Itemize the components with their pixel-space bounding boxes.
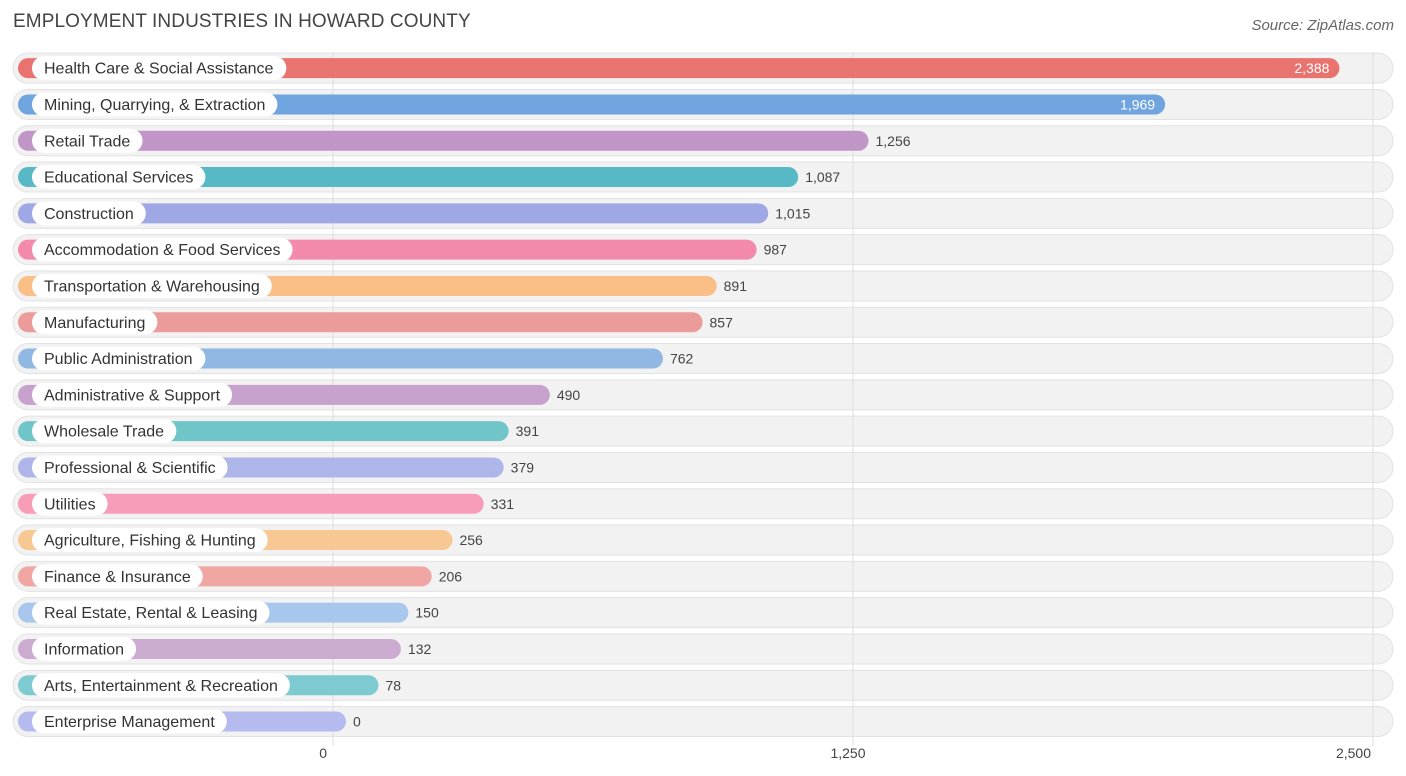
category-label: Agriculture, Fishing & Hunting: [44, 533, 256, 550]
value-label: 0: [353, 714, 361, 730]
category-label: Enterprise Management: [44, 714, 215, 731]
bar-row: Educational Services 1,087: [18, 165, 840, 190]
category-label: Wholesale Trade: [44, 424, 164, 441]
bar: [18, 167, 799, 188]
bar-label-pill: [32, 273, 272, 298]
category-label: Professional & Scientific: [44, 460, 216, 477]
bar-label-pill: [32, 237, 293, 262]
value-label: 331: [491, 496, 515, 512]
category-label: Information: [44, 641, 124, 658]
bar-row: Arts, Entertainment & Recreation 78: [18, 673, 401, 698]
bar-row: Finance & Insurance 206: [18, 564, 463, 589]
bar-label-pill: [32, 528, 268, 553]
value-label: 1,969: [1120, 96, 1155, 112]
bar-label-pill: [32, 56, 287, 81]
bar: [18, 493, 484, 514]
value-label: 1,256: [875, 133, 910, 149]
bar-label-pill: [32, 382, 233, 407]
x-tick-label: 1,250: [830, 745, 865, 761]
bar-label-pill: [32, 636, 137, 661]
bar-label-pill: [32, 92, 278, 117]
bar-row: Public Administration 762: [18, 346, 694, 371]
category-label: Health Care & Social Assistance: [44, 61, 274, 78]
bar-label-pill: [32, 419, 177, 444]
x-tick-label: 0: [319, 745, 327, 761]
bar-row: Utilities 331: [18, 491, 515, 516]
value-label: 256: [459, 532, 483, 548]
bar-label-pill: [32, 673, 290, 698]
bar-row: Administrative & Support 490: [18, 382, 581, 407]
bar-row: Manufacturing 857: [18, 310, 734, 335]
bar-row: Construction 1,015: [18, 201, 810, 226]
bar-row: Wholesale Trade 391: [18, 419, 540, 444]
bar: [18, 312, 703, 333]
category-label: Retail Trade: [44, 133, 130, 150]
bar: [18, 58, 1340, 79]
bar: [18, 203, 769, 224]
bar-row: Real Estate, Rental & Leasing 150: [18, 600, 439, 625]
value-label: 1,087: [805, 169, 840, 185]
value-label: 132: [408, 641, 432, 657]
bar-row: Information 132: [18, 636, 432, 661]
x-tick-label: 2,500: [1336, 745, 1371, 761]
chart-title: EMPLOYMENT INDUSTRIES IN HOWARD COUNTY: [13, 11, 471, 32]
category-label: Arts, Entertainment & Recreation: [44, 678, 278, 695]
bar-label-pill: [32, 201, 146, 226]
value-label: 987: [764, 242, 788, 258]
bar-label-pill: [32, 346, 206, 371]
bar-row: Accommodation & Food Services 987: [18, 237, 788, 262]
row-track: [12, 706, 1394, 738]
bar-row: Enterprise Management 0: [18, 709, 361, 734]
bar-row: Retail Trade 1,256: [18, 128, 911, 153]
value-label: 379: [511, 459, 535, 475]
category-label: Manufacturing: [44, 315, 145, 332]
bar: [18, 130, 869, 151]
bar: [18, 94, 1166, 115]
bar-label-pill: [32, 310, 158, 335]
bar-label-pill: [32, 128, 143, 153]
category-label: Construction: [44, 206, 134, 223]
bar-row: Health Care & Social Assistance 2,388: [18, 56, 1340, 81]
bar-label-pill: [32, 491, 108, 516]
category-label: Finance & Insurance: [44, 569, 191, 586]
category-label: Real Estate, Rental & Leasing: [44, 605, 257, 622]
bar-row: Professional & Scientific 379: [18, 455, 535, 480]
category-label: Accommodation & Food Services: [44, 242, 281, 259]
category-label: Public Administration: [44, 351, 193, 368]
category-label: Mining, Quarrying, & Extraction: [44, 97, 265, 114]
chart-source: Source: ZipAtlas.com: [1251, 17, 1394, 34]
bar-label-pill: [32, 600, 270, 625]
value-label: 206: [439, 568, 463, 584]
bars: Health Care & Social Assistance 2,388 Mini…: [18, 56, 1340, 734]
value-label: 857: [710, 314, 734, 330]
value-label: 391: [516, 423, 540, 439]
bar-row: Mining, Quarrying, & Extraction 1,969: [18, 92, 1166, 117]
value-label: 762: [670, 351, 694, 367]
category-label: Transportation & Warehousing: [44, 278, 260, 295]
bar-row: Transportation & Warehousing 891: [18, 273, 748, 298]
value-label: 1,015: [775, 205, 810, 221]
bar-label-pill: [32, 455, 228, 480]
bar-label-pill: [32, 165, 206, 190]
value-label: 2,388: [1294, 60, 1329, 76]
value-label: 150: [415, 605, 439, 621]
bar-row: Agriculture, Fishing & Hunting 256: [18, 528, 483, 553]
bar-label-pill: [32, 564, 203, 589]
category-label: Educational Services: [44, 170, 193, 187]
bar-label-pill: [32, 709, 227, 734]
category-label: Utilities: [44, 496, 96, 513]
value-label: 490: [557, 387, 581, 403]
value-label: 78: [385, 677, 401, 693]
category-label: Administrative & Support: [44, 387, 221, 404]
value-label: 891: [724, 278, 748, 294]
x-axis: 0 1,250 2,500: [319, 745, 1371, 761]
